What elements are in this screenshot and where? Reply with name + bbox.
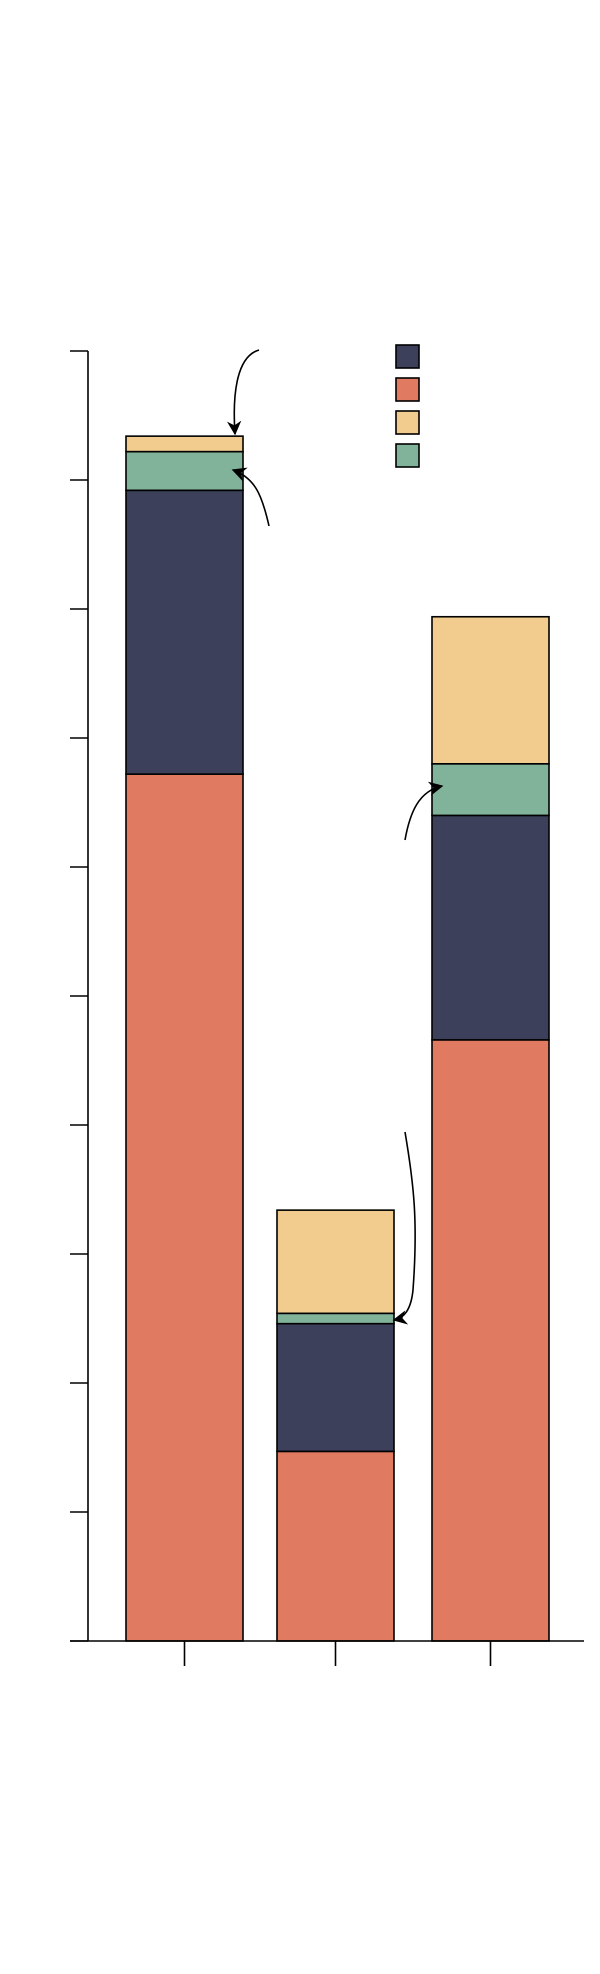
bar-2-segment-3 bbox=[276, 1312, 395, 1325]
legend-swatch-4 bbox=[395, 443, 420, 468]
bar-3-segment-1 bbox=[431, 1039, 550, 1642]
bar-1-segment-2 bbox=[125, 489, 244, 775]
bar-1-segment-1 bbox=[125, 773, 244, 1642]
annotation-arrow-bar1-top bbox=[226, 349, 260, 436]
bar-2-segment-1 bbox=[276, 1450, 395, 1642]
bar-2-segment-2 bbox=[276, 1322, 395, 1453]
ticks-layer bbox=[70, 350, 492, 1666]
bar-3-segment-4 bbox=[431, 615, 550, 765]
annotation-arrow-bar2-segment bbox=[392, 1131, 416, 1325]
bar-3-segment-3 bbox=[431, 762, 550, 817]
bar-1-segment-3 bbox=[125, 450, 244, 492]
legend bbox=[395, 344, 420, 468]
legend-swatch-1 bbox=[395, 344, 420, 369]
bars-layer bbox=[125, 435, 550, 1642]
legend-swatch-2 bbox=[395, 377, 420, 402]
annotation-arrow-bar3-segment bbox=[404, 781, 444, 841]
annotation-arrow-bar1-segment bbox=[231, 467, 270, 527]
legend-swatch-3 bbox=[395, 410, 420, 435]
bar-1-segment-4 bbox=[125, 435, 244, 453]
annotations-layer bbox=[226, 349, 444, 1325]
bar-2-segment-4 bbox=[276, 1209, 395, 1315]
bar-3-segment-2 bbox=[431, 814, 550, 1041]
